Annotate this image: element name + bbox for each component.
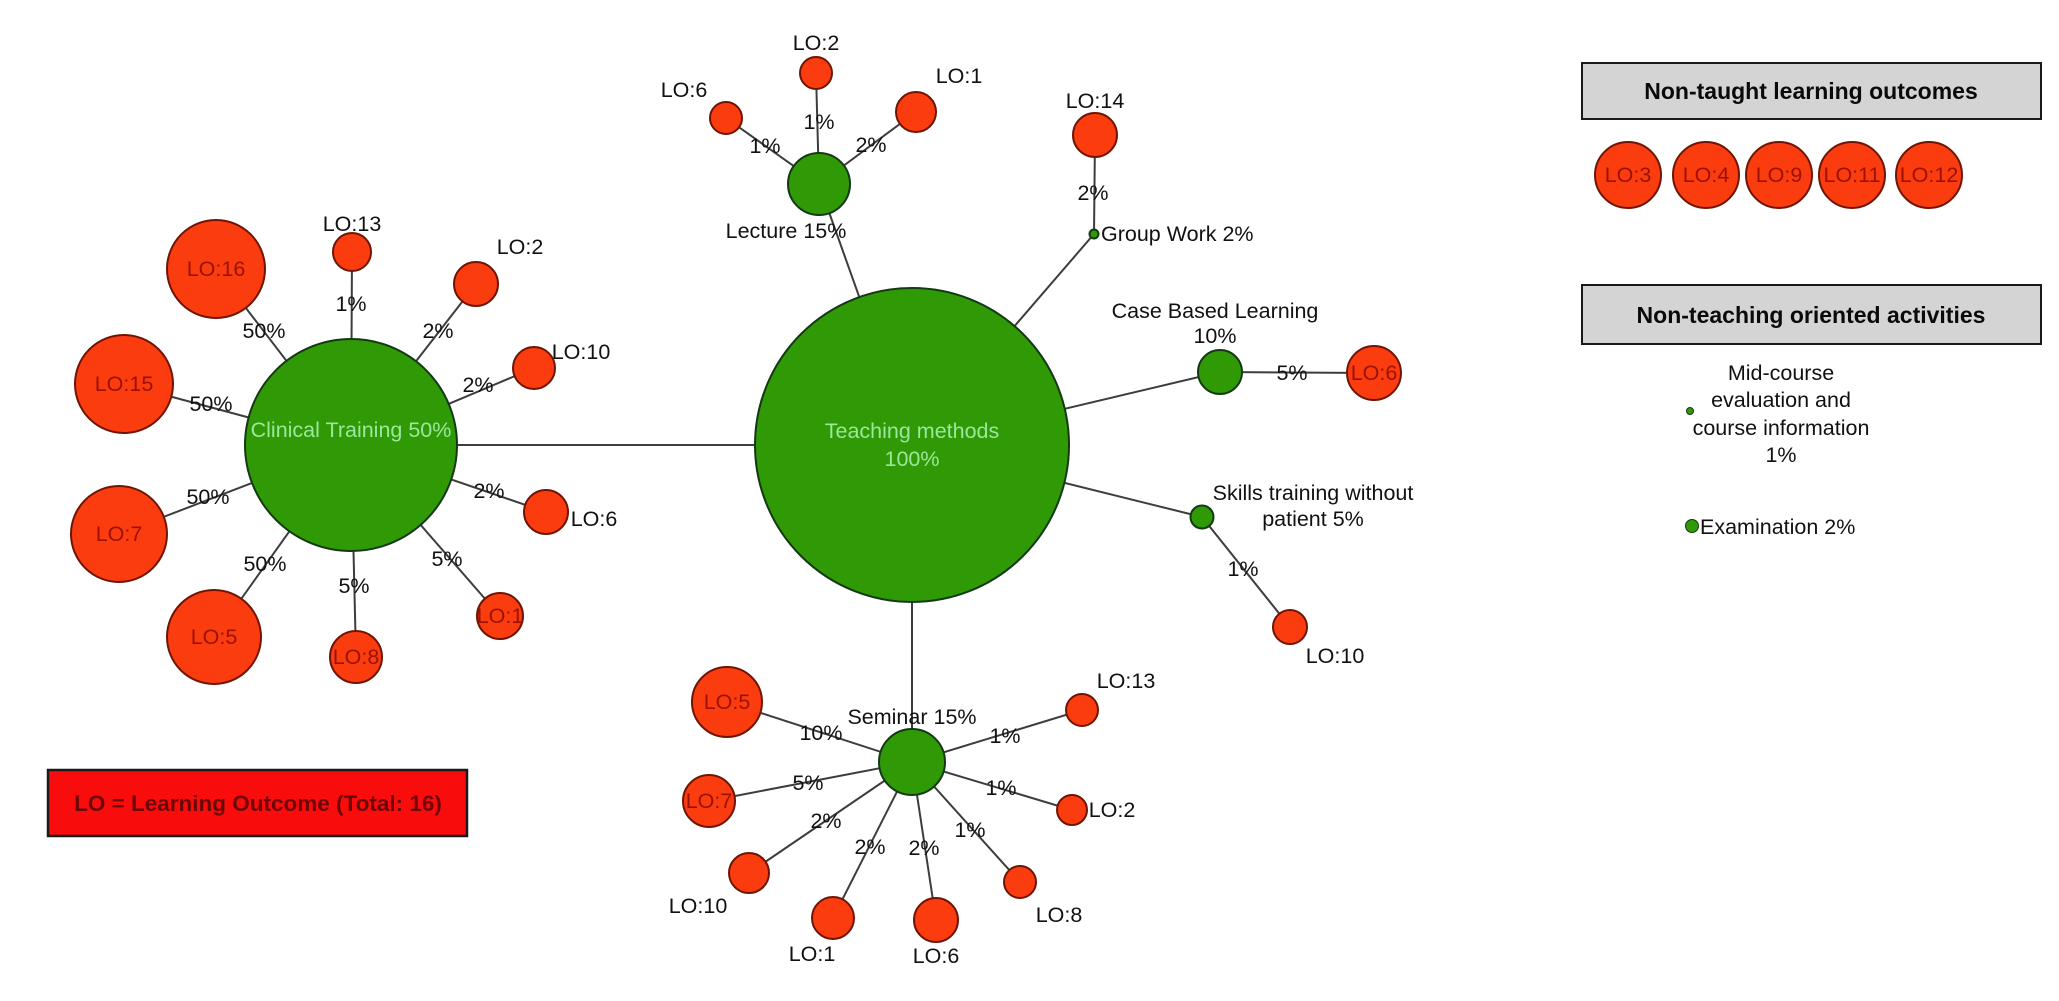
svg-text:Teaching methods: Teaching methods [825, 419, 1000, 443]
svg-text:LO = Learning Outcome (Total:: LO = Learning Outcome (Total: 16) [74, 791, 442, 816]
svg-text:1%: 1% [985, 776, 1016, 800]
svg-text:1%: 1% [335, 292, 366, 316]
svg-text:1%: 1% [749, 134, 780, 158]
svg-text:LO:5: LO:5 [191, 625, 238, 649]
svg-text:1%: 1% [1227, 557, 1258, 581]
svg-text:5%: 5% [1276, 361, 1307, 385]
svg-text:5%: 5% [792, 771, 823, 795]
svg-text:2%: 2% [462, 373, 493, 397]
svg-text:Examination 2%: Examination 2% [1700, 515, 1855, 539]
svg-text:2%: 2% [1077, 181, 1108, 205]
svg-text:Non-taught learning outcomes: Non-taught learning outcomes [1644, 78, 1978, 104]
svg-text:LO:2: LO:2 [497, 235, 544, 259]
svg-text:50%: 50% [189, 392, 232, 416]
svg-text:2%: 2% [473, 479, 504, 503]
svg-text:2%: 2% [908, 836, 939, 860]
svg-text:LO:7: LO:7 [686, 789, 733, 813]
svg-text:LO:9: LO:9 [1756, 163, 1803, 187]
svg-text:LO:16: LO:16 [187, 257, 246, 281]
svg-text:1%: 1% [954, 818, 985, 842]
svg-text:LO:8: LO:8 [333, 645, 380, 669]
svg-text:1%: 1% [989, 724, 1020, 748]
svg-text:10%: 10% [799, 721, 842, 745]
svg-text:LO:6: LO:6 [571, 507, 618, 531]
svg-text:Clinical Training 50%: Clinical Training 50% [251, 418, 452, 442]
svg-text:LO:1: LO:1 [477, 604, 524, 628]
svg-text:LO:1: LO:1 [936, 64, 983, 88]
svg-text:LO:8: LO:8 [1036, 903, 1083, 927]
svg-text:LO:3: LO:3 [1605, 163, 1652, 187]
svg-text:LO:10: LO:10 [552, 340, 611, 364]
svg-text:LO:11: LO:11 [1824, 163, 1881, 187]
svg-text:Non-teaching oriented activiti: Non-teaching oriented activities [1637, 302, 1986, 328]
svg-text:evaluation and: evaluation and [1711, 388, 1851, 412]
svg-text:LO:15: LO:15 [95, 372, 154, 396]
svg-text:Case Based Learning: Case Based Learning [1112, 299, 1319, 323]
svg-text:50%: 50% [242, 319, 285, 343]
svg-text:10%: 10% [1193, 324, 1236, 348]
svg-text:course information: course information [1693, 416, 1870, 440]
svg-text:Seminar 15%: Seminar 15% [847, 705, 976, 729]
svg-text:Skills training without: Skills training without [1213, 481, 1414, 505]
svg-text:Mid-course: Mid-course [1728, 361, 1834, 385]
svg-text:2%: 2% [810, 809, 841, 833]
svg-text:LO:2: LO:2 [1089, 798, 1136, 822]
svg-text:50%: 50% [243, 552, 286, 576]
svg-text:2%: 2% [855, 133, 886, 157]
svg-text:LO:7: LO:7 [96, 522, 143, 546]
svg-text:2%: 2% [422, 319, 453, 343]
svg-text:LO:4: LO:4 [1683, 163, 1730, 187]
svg-text:LO:10: LO:10 [669, 894, 728, 918]
svg-text:LO:13: LO:13 [1097, 669, 1156, 693]
svg-text:LO:5: LO:5 [704, 690, 751, 714]
svg-text:5%: 5% [431, 547, 462, 571]
svg-text:LO:14: LO:14 [1066, 89, 1125, 113]
svg-text:LO:13: LO:13 [323, 212, 382, 236]
svg-text:Lecture 15%: Lecture 15% [726, 219, 847, 243]
svg-text:50%: 50% [186, 485, 229, 509]
svg-text:Group Work 2%: Group Work 2% [1101, 222, 1254, 246]
svg-text:LO:6: LO:6 [661, 78, 708, 102]
svg-text:LO:6: LO:6 [1351, 361, 1398, 385]
svg-text:LO:12: LO:12 [1900, 163, 1959, 187]
svg-text:patient 5%: patient 5% [1262, 507, 1364, 531]
svg-text:2%: 2% [854, 835, 885, 859]
svg-text:1%: 1% [1765, 443, 1796, 467]
svg-text:1%: 1% [803, 110, 834, 134]
svg-text:LO:10: LO:10 [1306, 644, 1365, 668]
svg-text:100%: 100% [885, 447, 940, 471]
svg-text:LO:2: LO:2 [793, 31, 840, 55]
svg-text:LO:6: LO:6 [913, 944, 960, 968]
svg-text:5%: 5% [338, 574, 369, 598]
svg-text:LO:1: LO:1 [789, 942, 836, 966]
